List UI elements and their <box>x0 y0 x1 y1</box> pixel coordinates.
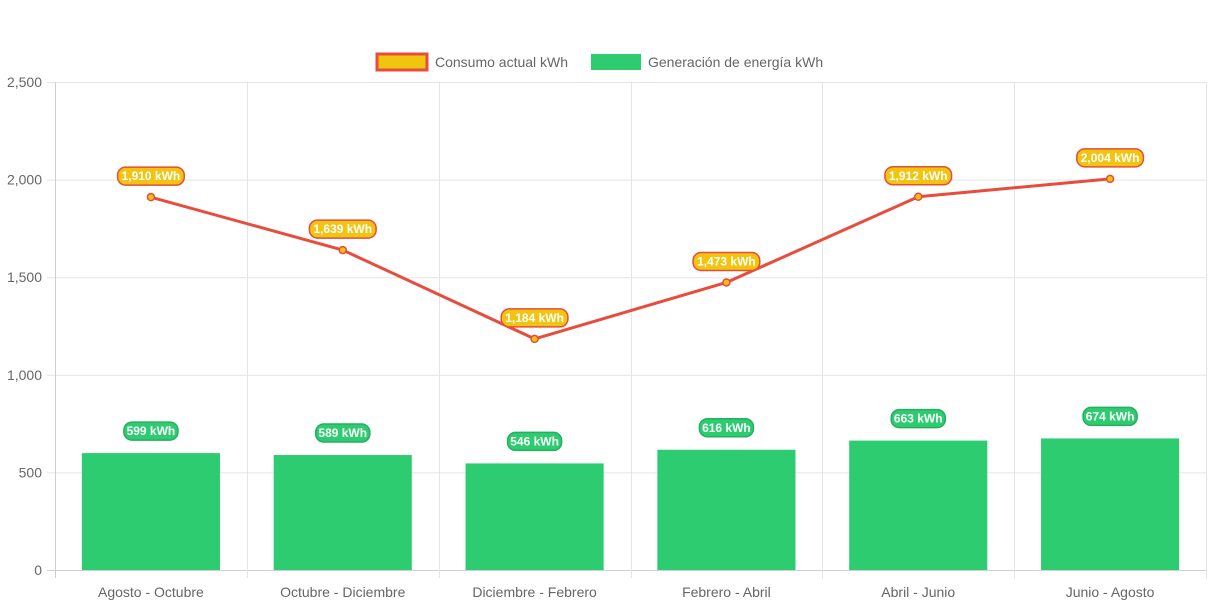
bar-value-label-text: 589 kWh <box>318 426 367 440</box>
bar-value-label-text: 616 kWh <box>702 421 751 435</box>
y-tick-label: 2,500 <box>7 74 42 90</box>
consumption-line <box>150 177 1111 341</box>
line-value-label-bg <box>1075 148 1145 168</box>
line-point[interactable] <box>146 192 156 202</box>
data-labels: 599 kWh 589 kWh 546 kWh 616 kWh 663 kWh 674 k… <box>116 148 1145 452</box>
bar-value-label: 616 kWh <box>698 418 755 438</box>
line-point[interactable] <box>530 334 539 344</box>
bar[interactable] <box>81 453 220 570</box>
legend-swatch-generacion <box>591 54 641 70</box>
legend: Consumo actual kWh Generación de energía… <box>375 52 823 72</box>
legend-item-consumo[interactable]: Consumo actual kWh <box>375 52 568 72</box>
line-value-label-bg <box>884 166 953 186</box>
axes: 0 500 1,000 1,500 2,000 2,500 Agosto - Octubre… <box>7 74 1155 600</box>
y-tick-label: 0 <box>34 562 42 578</box>
x-tick-label: Febrero - Abril <box>682 584 771 600</box>
bar-value-label: 589 kWh <box>314 423 371 443</box>
bar-series <box>81 438 1180 570</box>
bar-value-label-bg <box>123 421 179 441</box>
x-tick-label: Abril - Junio <box>881 584 955 600</box>
line-value-label-text: 2,004 kWh <box>1081 151 1140 165</box>
y-tick-label: 2,000 <box>7 172 42 188</box>
legend-item-generacion[interactable]: Generación de energía kWh <box>591 54 823 70</box>
y-tick-label: 1,000 <box>7 367 42 383</box>
x-tick-label: Agosto - Octubre <box>98 584 204 600</box>
bar-value-label: 599 kWh <box>123 421 179 441</box>
line-value-label-text: 1,184 kWh <box>505 311 564 325</box>
line-value-label: 1,912 kWh <box>884 166 953 186</box>
x-tick-label: Diciembre - Febrero <box>472 584 597 600</box>
line-point[interactable] <box>1105 174 1115 184</box>
line-value-label-bg <box>116 166 186 186</box>
bar[interactable] <box>849 440 988 570</box>
line-value-label: 1,473 kWh <box>692 251 761 272</box>
line-value-label-bg <box>308 219 377 239</box>
bar-value-label-bg <box>698 418 755 438</box>
bar-value-label-text: 674 kWh <box>1086 409 1135 423</box>
bar-value-label-text: 599 kWh <box>127 424 176 438</box>
bar-value-label-bg <box>890 408 947 429</box>
bar[interactable] <box>465 463 604 570</box>
legend-swatch-consumo <box>375 52 429 72</box>
line-value-label-text: 1,912 kWh <box>889 169 948 183</box>
line-value-label: 1,184 kWh <box>500 308 569 328</box>
bar-value-label-text: 663 kWh <box>894 412 943 426</box>
bar[interactable] <box>657 449 796 570</box>
line-value-label: 2,004 kWh <box>1075 148 1145 168</box>
line-point[interactable] <box>914 192 923 202</box>
bar[interactable] <box>273 455 412 570</box>
bar-value-label: 546 kWh <box>506 431 563 452</box>
bar-value-label: 674 kWh <box>1082 406 1138 427</box>
y-tick-label: 500 <box>19 464 43 480</box>
line-value-label-text: 1,473 kWh <box>697 254 756 268</box>
legend-label-consumo: Consumo actual kWh <box>435 54 568 70</box>
bar-value-label-bg <box>314 423 371 443</box>
line-point[interactable] <box>722 278 731 287</box>
x-tick-label: Octubre - Diciembre <box>280 584 405 600</box>
bar-value-label-bg <box>1082 406 1138 427</box>
line-value-label: 1,910 kWh <box>116 166 186 186</box>
bar-value-label: 663 kWh <box>890 408 947 429</box>
legend-label-generacion: Generación de energía kWh <box>648 54 823 70</box>
line-value-label-text: 1,910 kWh <box>122 169 181 183</box>
bar-value-label-text: 546 kWh <box>510 434 559 448</box>
line-point[interactable] <box>338 245 347 255</box>
line-value-label-text: 1,639 kWh <box>313 222 372 236</box>
y-tick-label: 1,500 <box>7 269 42 285</box>
grid <box>47 82 1207 578</box>
bar[interactable] <box>1041 438 1180 570</box>
x-tick-label: Junio - Agosto <box>1066 584 1155 600</box>
line-value-label-bg <box>692 251 761 272</box>
line-value-label: 1,639 kWh <box>308 219 377 239</box>
line-series <box>146 174 1115 344</box>
line-value-label-bg <box>500 308 569 328</box>
bar-value-label-bg <box>506 431 563 452</box>
